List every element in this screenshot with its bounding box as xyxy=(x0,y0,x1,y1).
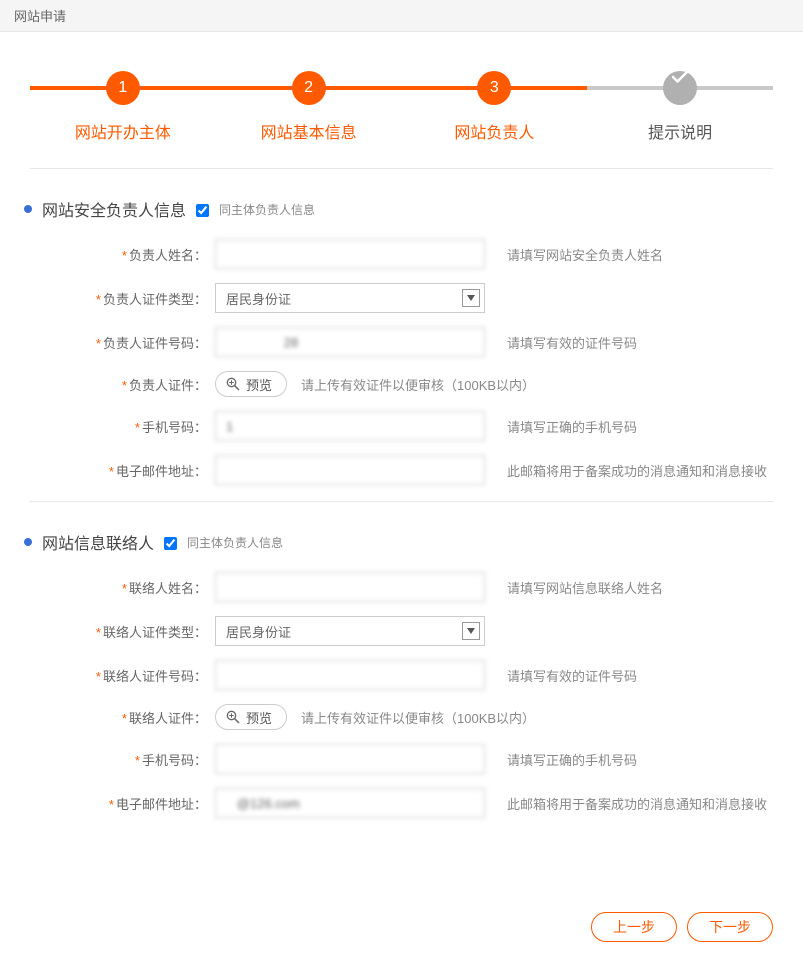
contact-idtype-value: 居民身份证 xyxy=(226,622,291,641)
security-idfile-row: *负责人证件： 预览 请上传有效证件以便审核（100KB以内） xyxy=(30,371,773,397)
security-same-as-main-checkbox[interactable] xyxy=(196,204,209,217)
security-idnum-input[interactable] xyxy=(215,327,485,357)
contact-idnum-input[interactable] xyxy=(215,660,485,690)
contact-name-input[interactable] xyxy=(215,572,485,602)
step-4-circle xyxy=(663,71,697,105)
bullet-icon xyxy=(24,538,32,546)
security-idfile-label: 负责人证件 xyxy=(129,378,194,393)
security-phone-row: *手机号码： 请填写正确的手机号码 xyxy=(30,411,773,441)
step-1[interactable]: 1 网站开办主体 xyxy=(30,60,216,143)
step-1-circle: 1 xyxy=(106,71,140,105)
security-idnum-row: *负责人证件号码： 请填写有效的证件号码 xyxy=(30,327,773,357)
separator xyxy=(30,168,773,169)
security-idfile-preview-button[interactable]: 预览 xyxy=(215,371,287,397)
page-title: 网站申请 xyxy=(14,9,66,24)
contact-phone-label: 手机号码 xyxy=(142,753,194,768)
security-idnum-hint: 请填写有效的证件号码 xyxy=(507,333,773,352)
step-2[interactable]: 2 网站基本信息 xyxy=(216,60,402,143)
step-3[interactable]: 3 网站负责人 xyxy=(402,60,588,143)
security-name-label: 负责人姓名 xyxy=(129,248,194,263)
security-name-hint: 请填写网站安全负责人姓名 xyxy=(507,245,773,264)
check-icon xyxy=(672,71,688,83)
contact-phone-row: *手机号码： 请填写正确的手机号码 xyxy=(30,744,773,774)
step-bar: 1 网站开办主体 2 网站基本信息 3 网站负责人 提示说明 xyxy=(30,60,773,150)
security-idtype-row: *负责人证件类型： 居民身份证 xyxy=(30,283,773,313)
magnify-icon xyxy=(226,377,240,391)
security-idfile-hint: 请上传有效证件以便审核（100KB以内） xyxy=(301,375,773,394)
contact-phone-input[interactable] xyxy=(215,744,485,774)
chevron-down-icon xyxy=(462,289,480,307)
security-phone-input[interactable] xyxy=(215,411,485,441)
step-1-label: 网站开办主体 xyxy=(30,119,216,143)
prev-button[interactable]: 上一步 xyxy=(591,912,677,942)
security-email-label: 电子邮件地址 xyxy=(116,464,194,479)
security-name-row: *负责人姓名： 请填写网站安全负责人姓名 xyxy=(30,239,773,269)
contact-idnum-hint: 请填写有效的证件号码 xyxy=(507,666,773,685)
security-same-as-main-label: 同主体负责人信息 xyxy=(219,201,315,218)
security-name-input[interactable] xyxy=(215,239,485,269)
security-phone-label: 手机号码 xyxy=(142,420,194,435)
contact-idfile-row: *联络人证件： 预览 请上传有效证件以便审核（100KB以内） xyxy=(30,704,773,730)
bullet-icon xyxy=(24,205,32,213)
step-3-label: 网站负责人 xyxy=(402,119,588,143)
security-idtype-value: 居民身份证 xyxy=(226,289,291,308)
security-email-hint: 此邮箱将用于备案成功的消息通知和消息接收 xyxy=(507,461,773,480)
security-idtype-select[interactable]: 居民身份证 xyxy=(215,283,485,313)
footer-buttons: 上一步 下一步 xyxy=(0,912,773,942)
separator xyxy=(30,501,773,502)
security-email-row: *电子邮件地址： 此邮箱将用于备案成功的消息通知和消息接收 xyxy=(30,455,773,485)
step-4[interactable]: 提示说明 xyxy=(587,60,773,143)
contact-email-input[interactable] xyxy=(215,788,485,818)
page-header: 网站申请 xyxy=(0,0,803,32)
section-contact-title: 网站信息联络人 xyxy=(42,530,154,554)
next-button[interactable]: 下一步 xyxy=(687,912,773,942)
magnify-icon xyxy=(226,710,240,724)
contact-idfile-label: 联络人证件 xyxy=(129,711,194,726)
contact-idtype-label: 联络人证件类型 xyxy=(103,625,194,640)
step-2-circle: 2 xyxy=(292,71,326,105)
section-contact-head: 网站信息联络人 同主体负责人信息 xyxy=(24,530,773,554)
contact-name-label: 联络人姓名 xyxy=(129,581,194,596)
section-security-head: 网站安全负责人信息 同主体负责人信息 xyxy=(24,197,773,221)
step-4-label: 提示说明 xyxy=(587,119,773,143)
security-idnum-label: 负责人证件号码 xyxy=(103,336,194,351)
contact-idtype-row: *联络人证件类型： 居民身份证 xyxy=(30,616,773,646)
contact-idnum-label: 联络人证件号码 xyxy=(103,669,194,684)
contact-email-label: 电子邮件地址 xyxy=(116,797,194,812)
contact-same-as-main-label: 同主体负责人信息 xyxy=(187,534,283,551)
security-phone-hint: 请填写正确的手机号码 xyxy=(507,417,773,436)
contact-idfile-preview-label: 预览 xyxy=(246,708,272,727)
security-idfile-preview-label: 预览 xyxy=(246,375,272,394)
contact-name-hint: 请填写网站信息联络人姓名 xyxy=(507,578,773,597)
chevron-down-icon xyxy=(462,622,480,640)
contact-idfile-hint: 请上传有效证件以便审核（100KB以内） xyxy=(301,708,773,727)
step-3-circle: 3 xyxy=(477,71,511,105)
contact-email-row: *电子邮件地址： 此邮箱将用于备案成功的消息通知和消息接收 xyxy=(30,788,773,818)
contact-name-row: *联络人姓名： 请填写网站信息联络人姓名 xyxy=(30,572,773,602)
section-security-title: 网站安全负责人信息 xyxy=(42,197,186,221)
step-2-label: 网站基本信息 xyxy=(216,119,402,143)
contact-idfile-preview-button[interactable]: 预览 xyxy=(215,704,287,730)
security-idtype-label: 负责人证件类型 xyxy=(103,292,194,307)
contact-email-hint: 此邮箱将用于备案成功的消息通知和消息接收 xyxy=(507,794,773,813)
contact-same-as-main-checkbox[interactable] xyxy=(164,537,177,550)
security-email-input[interactable] xyxy=(215,455,485,485)
contact-phone-hint: 请填写正确的手机号码 xyxy=(507,750,773,769)
contact-idnum-row: *联络人证件号码： 请填写有效的证件号码 xyxy=(30,660,773,690)
contact-idtype-select[interactable]: 居民身份证 xyxy=(215,616,485,646)
